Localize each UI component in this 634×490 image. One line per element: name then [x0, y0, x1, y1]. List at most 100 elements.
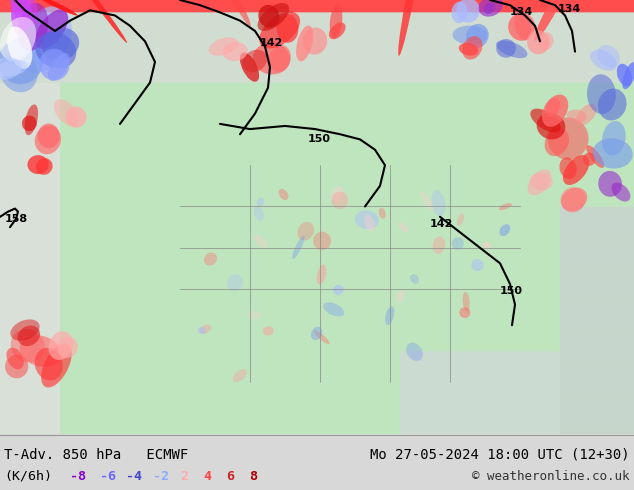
- Text: 158: 158: [5, 214, 28, 224]
- Ellipse shape: [35, 348, 63, 381]
- Ellipse shape: [598, 89, 626, 121]
- Ellipse shape: [496, 39, 516, 58]
- Text: 134: 134: [558, 4, 581, 14]
- Ellipse shape: [223, 42, 248, 61]
- Ellipse shape: [459, 43, 478, 55]
- Ellipse shape: [398, 223, 409, 232]
- Text: 2: 2: [180, 470, 188, 483]
- Ellipse shape: [452, 237, 464, 250]
- Ellipse shape: [38, 123, 60, 148]
- Ellipse shape: [296, 25, 313, 61]
- Text: 6: 6: [226, 470, 234, 483]
- Ellipse shape: [333, 285, 344, 295]
- Ellipse shape: [200, 324, 211, 334]
- Ellipse shape: [323, 302, 344, 317]
- Ellipse shape: [514, 10, 531, 40]
- Ellipse shape: [567, 110, 587, 122]
- Ellipse shape: [259, 5, 280, 28]
- Ellipse shape: [0, 38, 43, 84]
- Ellipse shape: [459, 307, 470, 318]
- Ellipse shape: [5, 355, 29, 378]
- Ellipse shape: [209, 37, 238, 56]
- Ellipse shape: [204, 252, 217, 266]
- Ellipse shape: [253, 43, 290, 74]
- Ellipse shape: [0, 50, 37, 92]
- Ellipse shape: [453, 25, 488, 45]
- Ellipse shape: [597, 45, 620, 68]
- Ellipse shape: [530, 172, 553, 191]
- Ellipse shape: [457, 213, 464, 226]
- Ellipse shape: [259, 12, 300, 49]
- Ellipse shape: [410, 274, 419, 284]
- Ellipse shape: [590, 49, 617, 71]
- Ellipse shape: [602, 121, 626, 156]
- Ellipse shape: [20, 335, 61, 367]
- Text: 150: 150: [308, 134, 331, 145]
- Ellipse shape: [420, 191, 434, 211]
- Ellipse shape: [451, 1, 467, 23]
- Text: Mo 27-05-2024 18:00 UTC (12+30): Mo 27-05-2024 18:00 UTC (12+30): [370, 448, 630, 462]
- Ellipse shape: [36, 9, 68, 49]
- Ellipse shape: [269, 45, 291, 72]
- Text: 150: 150: [500, 286, 523, 296]
- Ellipse shape: [398, 0, 420, 56]
- Ellipse shape: [0, 17, 36, 61]
- Ellipse shape: [248, 311, 261, 319]
- Ellipse shape: [332, 192, 348, 209]
- Ellipse shape: [331, 186, 344, 202]
- Ellipse shape: [225, 0, 250, 26]
- Text: (K/6h): (K/6h): [4, 470, 52, 483]
- Text: 4: 4: [203, 470, 211, 483]
- Ellipse shape: [583, 152, 596, 166]
- Ellipse shape: [254, 206, 264, 220]
- Text: -2: -2: [153, 470, 169, 483]
- Ellipse shape: [406, 343, 423, 361]
- Ellipse shape: [39, 49, 70, 80]
- Ellipse shape: [546, 98, 560, 117]
- Ellipse shape: [27, 155, 49, 174]
- Ellipse shape: [302, 27, 327, 54]
- Ellipse shape: [243, 49, 267, 72]
- Ellipse shape: [58, 337, 78, 358]
- Ellipse shape: [313, 232, 331, 250]
- Ellipse shape: [466, 24, 489, 48]
- Ellipse shape: [432, 236, 445, 254]
- Ellipse shape: [198, 327, 205, 334]
- Ellipse shape: [68, 0, 127, 43]
- Ellipse shape: [10, 319, 40, 341]
- Ellipse shape: [576, 104, 597, 125]
- Ellipse shape: [257, 198, 264, 207]
- Ellipse shape: [355, 210, 378, 229]
- Ellipse shape: [9, 0, 38, 27]
- Ellipse shape: [18, 326, 40, 346]
- Ellipse shape: [456, 0, 480, 23]
- Ellipse shape: [598, 171, 622, 197]
- Text: 134: 134: [510, 7, 533, 18]
- Ellipse shape: [612, 183, 630, 201]
- Ellipse shape: [586, 146, 604, 168]
- Ellipse shape: [622, 62, 634, 89]
- Ellipse shape: [233, 369, 247, 382]
- Ellipse shape: [35, 125, 61, 154]
- Ellipse shape: [48, 331, 73, 360]
- Ellipse shape: [431, 190, 446, 217]
- Ellipse shape: [617, 64, 632, 86]
- Ellipse shape: [54, 99, 79, 126]
- Ellipse shape: [17, 3, 48, 51]
- Ellipse shape: [257, 3, 289, 31]
- Ellipse shape: [593, 138, 633, 169]
- Ellipse shape: [561, 188, 587, 211]
- Ellipse shape: [329, 23, 346, 39]
- Ellipse shape: [11, 0, 31, 35]
- Text: 142: 142: [260, 38, 283, 49]
- Text: 142: 142: [430, 219, 453, 229]
- Text: 8: 8: [249, 470, 257, 483]
- Ellipse shape: [263, 326, 274, 336]
- Ellipse shape: [11, 329, 45, 363]
- Ellipse shape: [254, 235, 267, 247]
- Ellipse shape: [508, 13, 535, 41]
- Ellipse shape: [276, 14, 299, 43]
- Ellipse shape: [484, 2, 495, 14]
- Ellipse shape: [22, 116, 37, 131]
- Ellipse shape: [7, 26, 32, 69]
